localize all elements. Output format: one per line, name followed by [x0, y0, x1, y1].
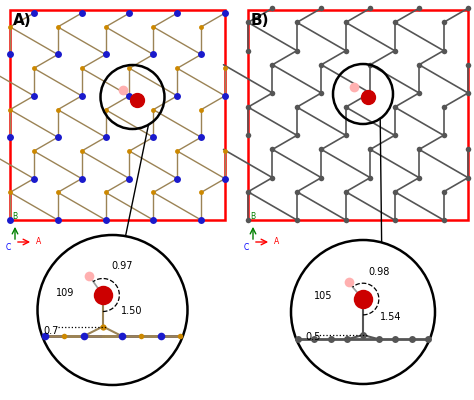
Text: 0.7: 0.7: [43, 326, 59, 336]
Text: B): B): [251, 13, 270, 28]
Text: B: B: [12, 212, 18, 221]
Text: 105: 105: [314, 291, 333, 301]
Text: 0.98: 0.98: [369, 268, 390, 278]
Text: A: A: [36, 238, 41, 246]
Circle shape: [291, 240, 435, 384]
Text: 109: 109: [56, 288, 74, 298]
Text: C: C: [244, 243, 249, 252]
Text: A): A): [13, 13, 32, 28]
Bar: [248, 10, 468, 220]
Circle shape: [37, 235, 188, 385]
Text: C: C: [6, 243, 11, 252]
Text: A: A: [274, 238, 279, 246]
Text: 1.50: 1.50: [121, 306, 142, 316]
Text: B: B: [250, 212, 255, 221]
Text: 1.54: 1.54: [381, 312, 402, 322]
Text: 0.97: 0.97: [112, 261, 133, 271]
Text: 0.5: 0.5: [305, 332, 320, 342]
Bar: [10, 10, 225, 220]
